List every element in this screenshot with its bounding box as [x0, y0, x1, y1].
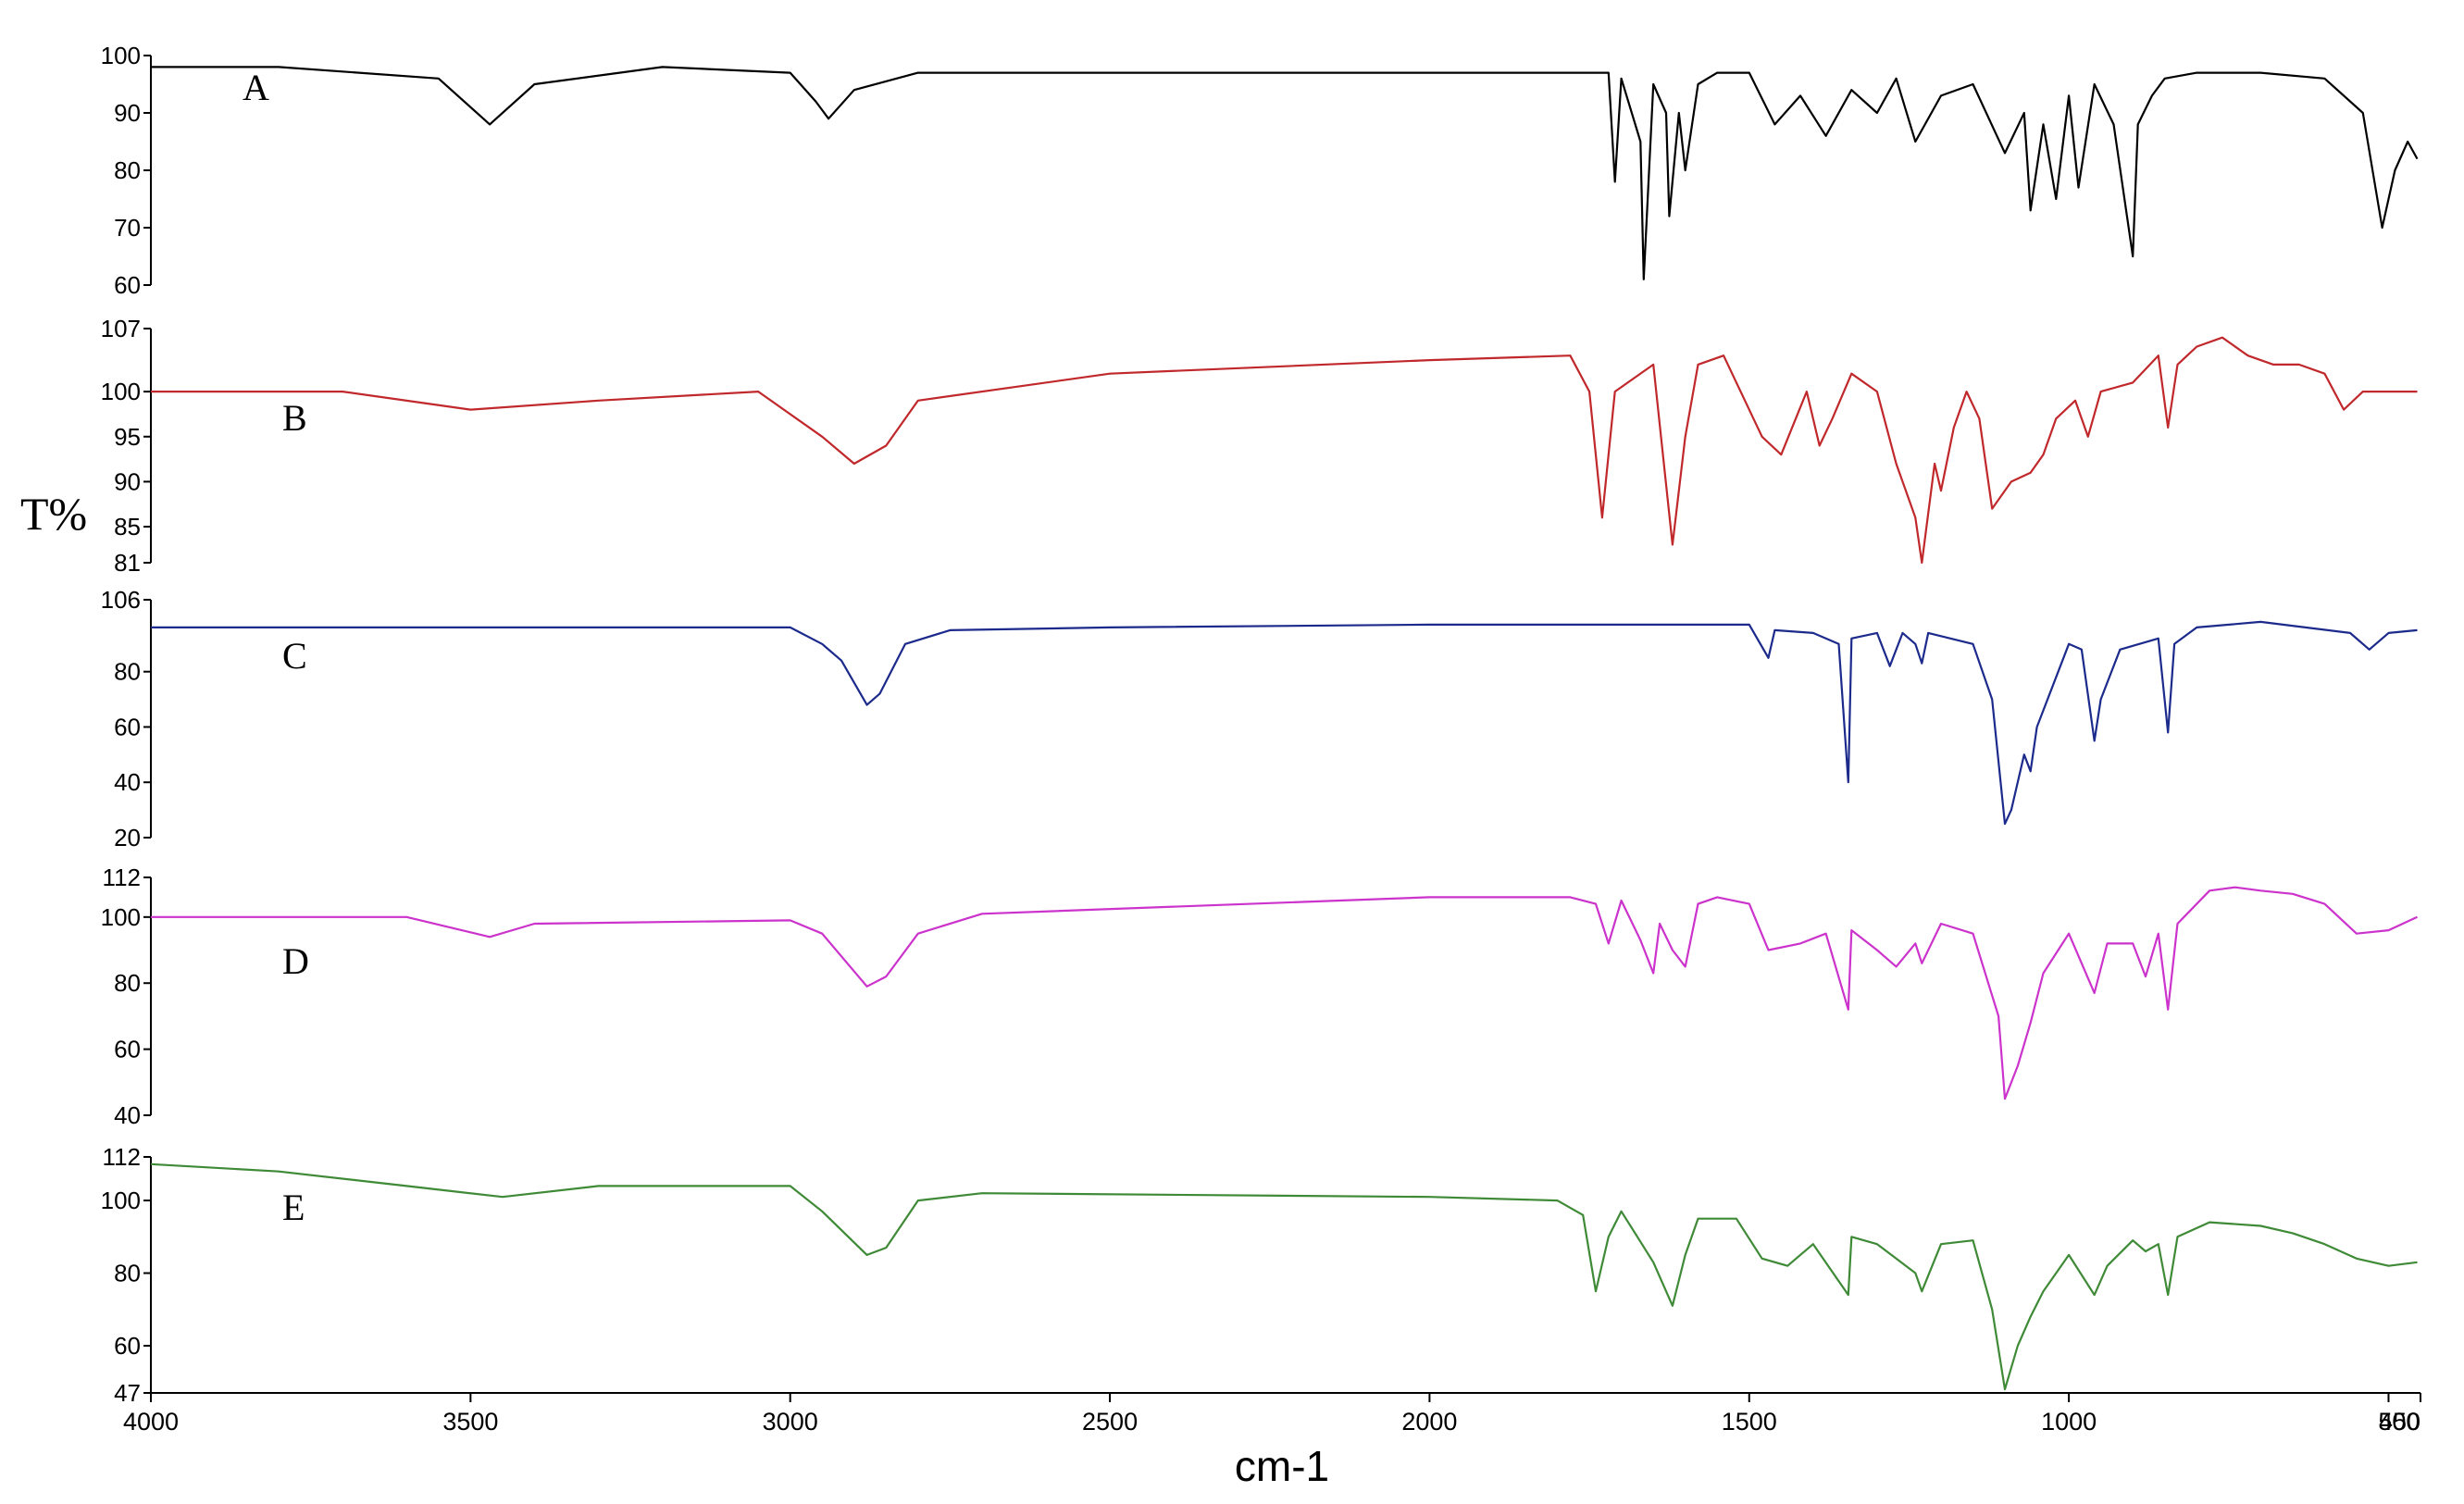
x-tick-label-2500: 2500	[1082, 1408, 1138, 1436]
panel-label-D: D	[282, 940, 309, 982]
spectrum-line-A	[151, 66, 2419, 280]
x-tick-label-3000: 3000	[763, 1408, 818, 1436]
y-tick-label-C-20: 20	[114, 824, 141, 851]
panel-label-C: C	[282, 635, 307, 677]
y-tick-label-B-85: 85	[114, 513, 141, 541]
y-tick-label-D-100: 100	[101, 903, 141, 931]
panel-label-E: E	[282, 1187, 305, 1228]
spectrum-line-C	[151, 620, 2418, 826]
y-tick-label-B-90: 90	[114, 467, 141, 495]
x-tick-label-1000: 1000	[2041, 1408, 2097, 1436]
y-tick-label-B-95: 95	[114, 423, 141, 451]
x-tick-label-1500: 1500	[1722, 1408, 1777, 1436]
y-tick-label-D-80: 80	[114, 969, 141, 997]
y-tick-label-E-47: 47	[114, 1379, 141, 1407]
y-tick-label-C-106: 106	[101, 586, 141, 614]
panel-label-A: A	[243, 67, 269, 108]
y-tick-label-E-112: 112	[103, 1143, 141, 1171]
spectrum-line-D	[151, 886, 2418, 1100]
y-tick-label-A-70: 70	[114, 214, 141, 242]
x-axis-title: cm-1	[1235, 1442, 1329, 1490]
y-tick-label-C-40: 40	[114, 768, 141, 796]
y-tick-label-E-60: 60	[114, 1332, 141, 1360]
spectrum-line-E	[150, 1162, 2418, 1391]
x-tick-label-4000: 4000	[123, 1408, 179, 1436]
y-tick-label-A-80: 80	[114, 156, 141, 184]
spectra-panels: 60 70 80 90 100 A 81 85 90 95 100 107 B 20 40 60 80 106 C 4…	[101, 42, 2419, 1407]
y-tick-label-C-60: 60	[114, 713, 141, 740]
panel-B: 81 85 90 95 100 107 B	[101, 315, 2418, 577]
panel-C: 20 40 60 80 106 C	[101, 586, 2418, 851]
x-tick-label-500: 500	[2378, 1408, 2420, 1436]
panel-label-B: B	[282, 397, 307, 439]
y-tick-label-D-40: 40	[114, 1101, 141, 1129]
y-tick-label-E-80: 80	[114, 1260, 141, 1287]
y-tick-label-A-60: 60	[114, 271, 141, 299]
x-tick-label-450: 450	[2379, 1408, 2420, 1436]
x-tick-label-2000: 2000	[1401, 1408, 1457, 1436]
x-tick-label-3500: 3500	[442, 1408, 498, 1436]
y-tick-label-B-100: 100	[101, 378, 141, 405]
panel-E: 47 60 80 100 112 E	[101, 1143, 2418, 1407]
panel-A: 60 70 80 90 100 A	[101, 42, 2419, 299]
y-tick-label-C-80: 80	[114, 658, 141, 686]
y-tick-label-A-90: 90	[114, 99, 141, 127]
y-tick-label-D-60: 60	[114, 1036, 141, 1063]
panel-D: 40 60 80 100 112 D	[101, 864, 2418, 1129]
y-tick-label-D-112: 112	[103, 864, 141, 891]
spectrum-line-B	[151, 336, 2418, 565]
y-tick-label-B-107: 107	[101, 315, 141, 342]
y-tick-label-B-81: 81	[114, 549, 141, 577]
y-tick-label-E-100: 100	[101, 1187, 141, 1214]
y-tick-label-A-100: 100	[101, 42, 141, 69]
y-axis-title: T%	[20, 488, 87, 540]
